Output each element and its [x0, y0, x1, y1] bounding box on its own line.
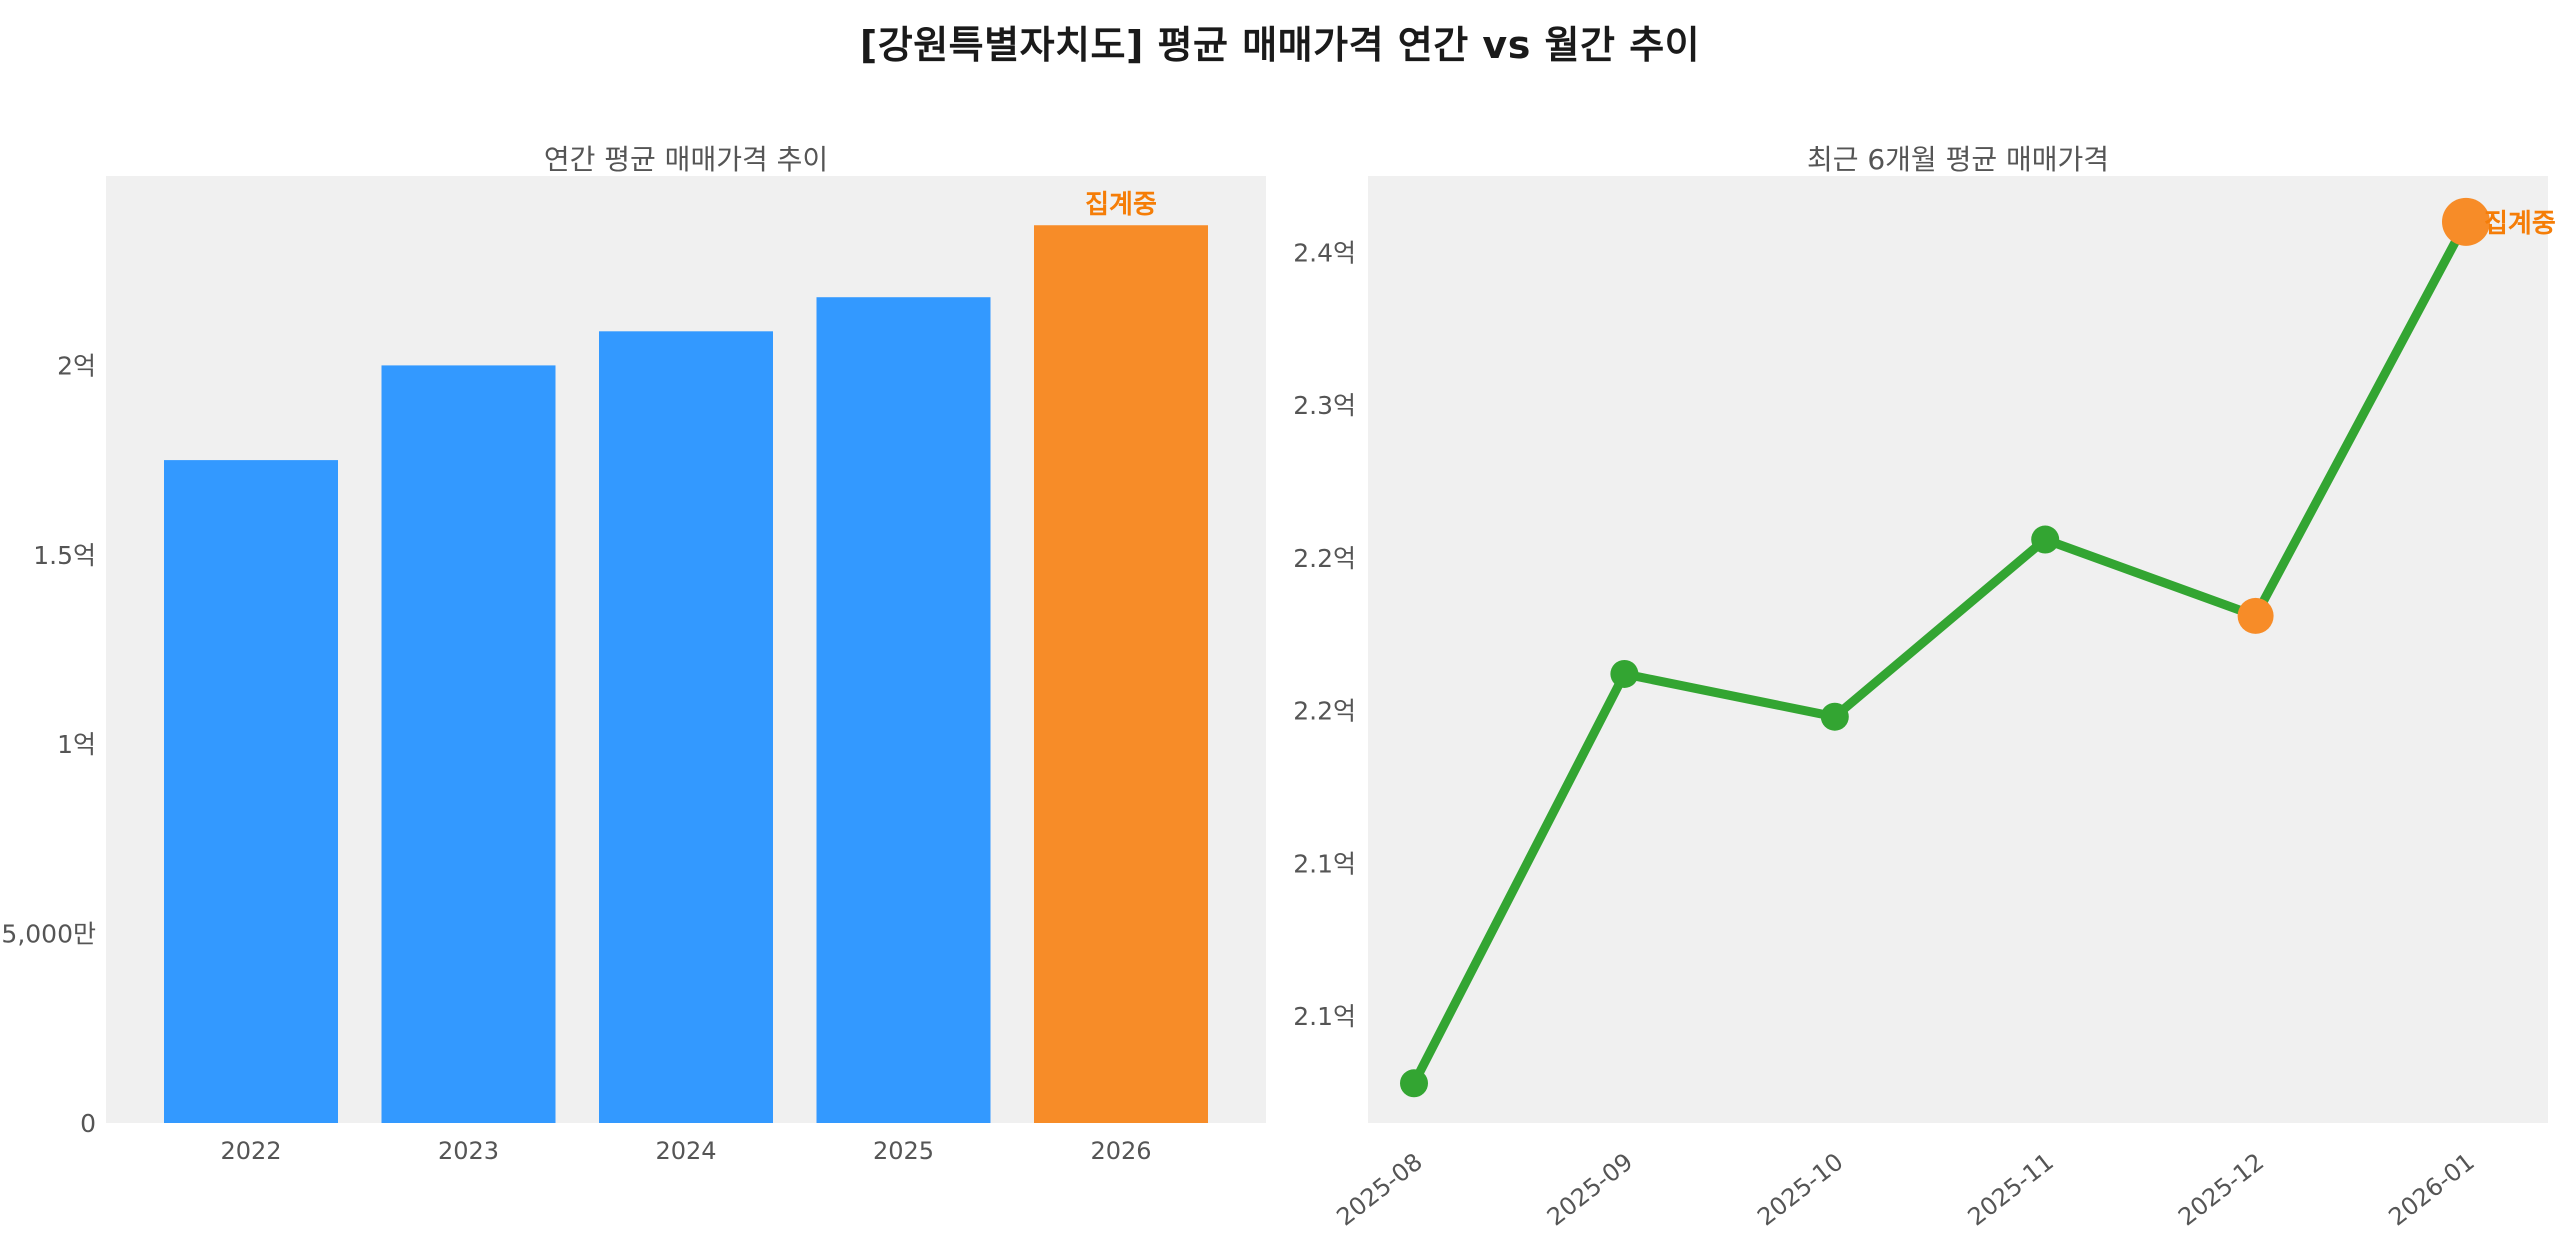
- x-tick-label: 2023: [438, 1137, 499, 1165]
- x-tick-label: 2025-12: [2173, 1148, 2269, 1232]
- data-point-2025-10: [1820, 702, 1849, 731]
- y-tick-label: 2억: [57, 351, 96, 380]
- data-point-2025-12: [2237, 597, 2274, 634]
- line-plot-area: [1368, 176, 2548, 1123]
- y-tick-label: 5,000만: [1, 920, 96, 949]
- y-tick-label: 2.3억: [1293, 391, 1356, 420]
- figure-title: [강원특별자치도] 평균 매매가격 연간 vs 월간 추이: [859, 23, 1701, 67]
- x-tick-label: 2025-09: [1542, 1148, 1638, 1232]
- bar-2024: [599, 331, 773, 1124]
- bar-2023: [381, 365, 556, 1123]
- x-tick-label: 2025-08: [1331, 1148, 1427, 1232]
- y-tick-label: 2.2억: [1293, 697, 1356, 726]
- x-tick-label: 2024: [655, 1137, 716, 1165]
- y-tick-label: 1.5억: [33, 541, 96, 570]
- x-tick-label: 2026-01: [2383, 1148, 2479, 1232]
- y-tick-label: 2.1억: [1293, 849, 1356, 878]
- x-tick-label: 2025-11: [1963, 1148, 2059, 1232]
- x-tick-label: 2026: [1090, 1137, 1151, 1165]
- data-point-2025-09: [1610, 659, 1639, 688]
- data-point-2025-11: [2031, 525, 2060, 554]
- y-tick-label: 2.2억: [1293, 544, 1356, 573]
- bar-chart-title: 연간 평균 매매가격 추이: [543, 143, 829, 176]
- bar-2026: [1034, 225, 1208, 1123]
- x-tick-label: 2022: [220, 1137, 281, 1165]
- y-tick-label: 0: [80, 1109, 96, 1138]
- y-tick-label: 1억: [57, 730, 96, 759]
- x-tick-label: 2025-10: [1752, 1148, 1848, 1232]
- y-tick-label: 2.1억: [1293, 1002, 1356, 1031]
- aggregating-label: 집계중: [1085, 190, 1157, 220]
- aggregating-label: 집계중: [2484, 209, 2556, 239]
- data-point-2026-01: [2442, 197, 2490, 246]
- line-chart-title: 최근 6개월 평균 매매가격: [1806, 143, 2110, 176]
- data-point-2025-08: [1400, 1069, 1428, 1098]
- y-tick-label: 2.4억: [1293, 238, 1356, 267]
- trend-line: [1409, 217, 2471, 1088]
- x-tick-label: 2025: [873, 1137, 934, 1165]
- bar-2025: [816, 297, 991, 1123]
- bar-2022: [164, 460, 338, 1124]
